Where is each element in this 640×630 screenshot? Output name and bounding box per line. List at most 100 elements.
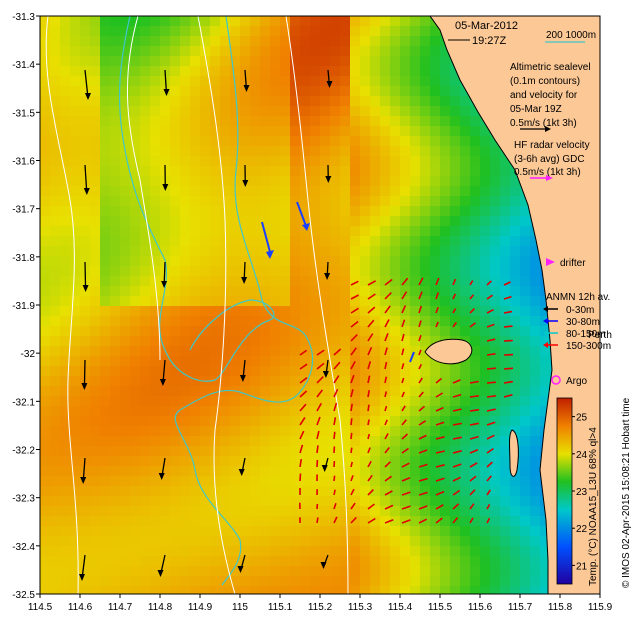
hf-radar-arrow	[350, 488, 355, 496]
hf-radar-arrow	[435, 406, 444, 412]
hf-radar-arrow	[401, 476, 411, 482]
hf-radar-arrow	[435, 504, 444, 510]
hf-radar-arrow	[333, 375, 340, 384]
hf-radar-arrow	[452, 476, 461, 482]
y-tick-label: -31.4	[12, 60, 35, 71]
sea-level-contours	[45, 16, 349, 594]
hf-radar-arrow	[401, 305, 407, 314]
altimetry-arrowhead	[81, 383, 88, 390]
hf-radar-arrow	[435, 306, 439, 314]
hf-radar-arrow	[350, 475, 354, 482]
colorbar-title: Temp. (°C) NOAA15_L3U 68% ql>4	[588, 427, 599, 586]
hf-radar-arrow	[401, 377, 405, 384]
y-tick-label: -32.3	[12, 494, 35, 505]
hf-radar-arrow	[367, 447, 371, 454]
hf-radar-arrow	[367, 390, 370, 398]
hf-radar-arrow	[384, 504, 394, 510]
hf-radar-arrow	[503, 367, 514, 370]
hf-radar-arrow	[503, 394, 513, 398]
altimetry-arrowhead	[163, 89, 170, 96]
hf-legend-line: (3-6h avg) GDC	[514, 154, 585, 165]
hf-radar-arrow	[350, 347, 357, 356]
x-tick-label: 115.8	[548, 602, 573, 613]
hf-radar-arrow	[435, 490, 445, 496]
hf-radar-arrow	[384, 361, 388, 370]
y-axis-latitude: -31.3 -31.4 -31.5 -31.6 -31.7 -31.8 -31.9 -32 -3…	[12, 12, 40, 601]
hf-radar-arrow	[452, 517, 459, 524]
hf-radar-arrow	[367, 460, 372, 468]
drifter-legend-label: drifter	[560, 258, 586, 269]
hf-radar-arrow	[384, 333, 389, 342]
y-tick-label: -31.6	[12, 157, 35, 168]
hf-radar-arrow	[486, 517, 491, 524]
altimetry-arrowhead	[85, 93, 91, 100]
hf-radar-arrow	[299, 417, 306, 426]
hf-radar-arrow	[486, 461, 493, 468]
hf-radar-arrow	[367, 306, 376, 314]
hf-radar-arrow	[486, 447, 494, 454]
hf-radar-arrow	[401, 491, 411, 496]
hf-radar-arrow	[350, 361, 356, 370]
hf-radar-arrow	[333, 489, 336, 496]
hf-radar-arrow	[418, 349, 422, 356]
hf-radar-arrow	[333, 402, 338, 412]
hf-radar-arrow	[299, 390, 308, 398]
x-tick-label: 114.9	[188, 602, 213, 613]
altimetry-arrowhead	[320, 562, 327, 569]
altimetry-legend-line: and velocity for	[510, 90, 578, 101]
credit-text: © IMOS 02-Apr-2015 15:08:21 Hobart time	[621, 397, 632, 588]
hf-radar-arrow	[384, 376, 388, 384]
hf-radar-arrow	[452, 293, 457, 300]
hf-radar-arrow	[469, 435, 479, 440]
hf-radar-arrow	[418, 405, 426, 412]
altimetry-arrowhead	[325, 176, 332, 183]
hf-radar-arrow	[418, 491, 428, 496]
hf-radar-arrow	[384, 391, 388, 398]
hf-radar-arrow	[469, 503, 475, 510]
hf-radar-arrow	[367, 503, 375, 510]
y-tick-label: -32.1	[12, 397, 35, 408]
altimetry-arrowhead	[158, 473, 165, 480]
hf-radar-arrow	[469, 380, 479, 384]
anmn-legend-label: 30-80m	[566, 317, 600, 328]
y-tick-label: -32	[21, 349, 36, 360]
x-tick-label: 115.2	[308, 602, 333, 613]
hf-radar-arrow	[418, 305, 423, 314]
hf-radar-arrow	[503, 310, 513, 314]
hf-radar-arrow	[452, 379, 461, 384]
hf-radar-arrow	[401, 462, 410, 468]
hf-radar-arrow	[435, 377, 443, 384]
hf-radar-arrow	[469, 280, 474, 286]
hf-radar-arrow	[418, 320, 422, 328]
sea-level-contour	[45, 16, 79, 594]
hf-radar-arrow	[418, 334, 422, 342]
hf-radar-arrow	[316, 349, 325, 356]
hf-radar-arrow	[486, 408, 496, 412]
altimetry-arrowhead	[79, 574, 85, 581]
hf-radar-arrow	[299, 430, 305, 440]
anmn-legend-arrowhead	[543, 318, 548, 324]
hf-radar-arrow	[435, 450, 445, 454]
hf-radar-arrow	[316, 389, 324, 398]
hf-radar-arrow	[350, 280, 359, 286]
hf-radar-arrow	[350, 320, 359, 328]
hf-radar-arrow	[452, 278, 457, 286]
hf-radar-arrow	[418, 449, 428, 454]
hf-radar-velocity-arrows	[299, 277, 514, 524]
hf-radar-arrow	[486, 421, 496, 426]
hf-radar-arrow	[350, 502, 356, 510]
hf-radar-arrow	[486, 395, 497, 398]
hf-radar-arrow	[367, 333, 374, 342]
hf-radar-arrow	[316, 402, 322, 412]
hf-radar-arrow	[418, 434, 427, 440]
colorbar-tick-label: 24	[576, 450, 588, 461]
altimetry-arrowhead	[157, 570, 164, 577]
hf-radar-arrow	[384, 518, 394, 524]
x-tick-label: 114.5	[28, 602, 53, 613]
hf-radar-arrow	[486, 338, 496, 342]
argo-icon	[551, 375, 561, 385]
hf-radar-arrow	[503, 339, 513, 342]
sea-level-contour	[127, 16, 161, 361]
hf-radar-arrow	[333, 361, 341, 370]
